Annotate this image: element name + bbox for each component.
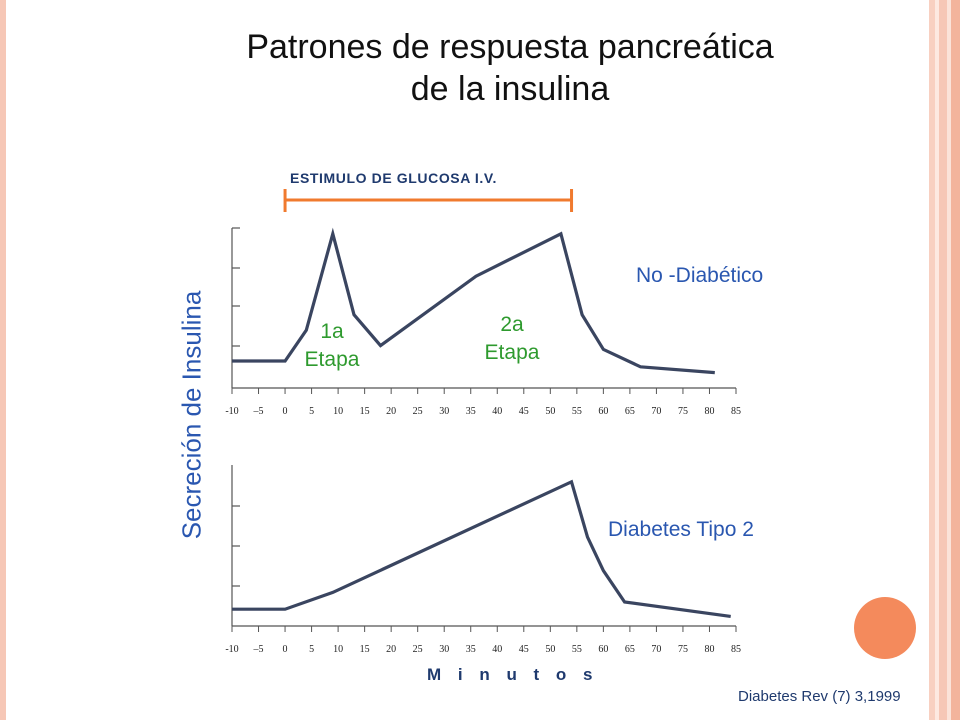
x-tick-label: 80 <box>704 406 714 417</box>
x-tick-label: 30 <box>439 644 449 655</box>
x-tick-label: 0 <box>283 406 288 417</box>
x-tick-label: -10 <box>225 644 238 655</box>
citation: Diabetes Rev (7) 3,1999 <box>738 688 901 705</box>
x-tick-label: 45 <box>519 406 529 417</box>
x-tick-label: 40 <box>492 644 502 655</box>
x-tick-label: 40 <box>492 406 502 417</box>
x-tick-label: 75 <box>678 644 688 655</box>
x-tick-label: 35 <box>466 644 476 655</box>
x-tick-label: 75 <box>678 406 688 417</box>
x-tick-label: 50 <box>545 406 555 417</box>
slide-left-border <box>0 0 6 720</box>
x-tick-label: -10 <box>225 406 238 417</box>
series-line-diabetes-tipo-2 <box>232 479 731 618</box>
x-tick-label: 35 <box>466 406 476 417</box>
x-tick-label: 5 <box>309 644 314 655</box>
x-tick-label: 65 <box>625 406 635 417</box>
x-tick-label: 10 <box>333 406 343 417</box>
x-tick-label: 80 <box>704 644 714 655</box>
x-tick-label: 85 <box>731 644 741 655</box>
stage-label-2a: 2a Etapa <box>484 313 540 364</box>
series-label-no-diabetico: No -Diabético <box>636 264 764 287</box>
slide-right-border <box>912 0 960 720</box>
x-tick-label: 60 <box>598 406 608 417</box>
x-tick-label: 20 <box>386 406 396 417</box>
stage-label-1a: 1a Etapa <box>304 320 360 371</box>
x-tick-label: 15 <box>360 644 370 655</box>
stimulus-label: ESTIMULO DE GLUCOSA I.V. <box>290 170 498 186</box>
x-tick-label: 55 <box>572 406 582 417</box>
slide-title: Patrones de respuesta pancreática de la … <box>246 28 774 108</box>
x-tick-label: 55 <box>572 644 582 655</box>
x-tick-label: 30 <box>439 406 449 417</box>
series-label-diabetes-tipo-2: Diabetes Tipo 2 <box>608 518 754 541</box>
x-tick-label: 10 <box>333 644 343 655</box>
x-tick-label: 25 <box>413 644 423 655</box>
x-tick-label: –5 <box>253 644 264 655</box>
x-tick-label: 70 <box>651 406 661 417</box>
x-tick-label: 15 <box>360 406 370 417</box>
x-tick-label: 70 <box>651 644 661 655</box>
x-tick-label: 20 <box>386 644 396 655</box>
series-line-no-diabetico <box>232 227 715 375</box>
x-tick-label: 5 <box>309 406 314 417</box>
x-tick-label: 45 <box>519 644 529 655</box>
x-tick-label: 60 <box>598 644 608 655</box>
x-tick-label: 50 <box>545 644 555 655</box>
x-tick-label: 25 <box>413 406 423 417</box>
x-tick-label: 0 <box>283 644 288 655</box>
x-tick-label: 85 <box>731 406 741 417</box>
x-axis-label: M i n u t o s <box>427 665 599 684</box>
x-tick-label: 65 <box>625 644 635 655</box>
x-tick-label: –5 <box>253 406 264 417</box>
decorative-circle <box>854 597 916 659</box>
